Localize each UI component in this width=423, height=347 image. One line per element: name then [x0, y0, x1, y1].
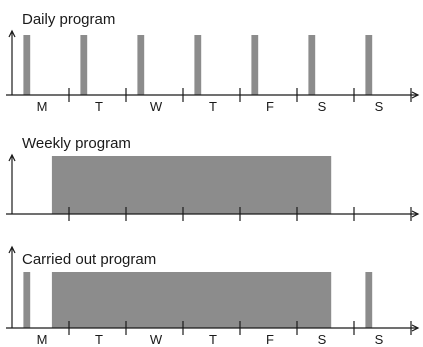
day-label: M [37, 332, 48, 347]
panel-daily-program: Daily program M T W T F S S [6, 11, 420, 114]
timeline-axis [6, 153, 420, 221]
program-pulse [308, 35, 316, 95]
program-pulse [23, 272, 31, 328]
day-label: T [95, 332, 103, 347]
time-axis-arrow [411, 210, 420, 218]
program-pulse [251, 35, 259, 95]
panel-title: Daily program [22, 11, 115, 28]
day-label: W [150, 332, 163, 347]
panel-title: Weekly program [22, 135, 131, 152]
day-label: S [318, 332, 327, 347]
day-label: T [95, 99, 103, 114]
panel-carried-out-program: Carried out program M T W T F S S [6, 245, 420, 347]
day-ticks [68, 88, 412, 102]
day-label: S [318, 99, 327, 114]
day-label: S [375, 332, 384, 347]
day-labels: M T W T F S S [37, 99, 384, 114]
day-label: T [209, 332, 217, 347]
day-ticks [68, 207, 412, 221]
daily-bars [23, 35, 373, 95]
y-axis-arrow [8, 153, 16, 162]
program-pulse [80, 35, 88, 95]
day-label: S [375, 99, 384, 114]
day-label: T [209, 99, 217, 114]
day-label: M [37, 99, 48, 114]
day-label: F [266, 332, 274, 347]
day-ticks [68, 321, 412, 335]
program-block [51, 156, 332, 214]
program-pulse [23, 35, 31, 95]
weekly-bars [51, 156, 332, 214]
program-pulse [365, 272, 373, 328]
timeline-axis [6, 29, 420, 102]
panel-weekly-program: Weekly program [6, 135, 420, 221]
day-label: F [266, 99, 274, 114]
program-block [51, 272, 332, 328]
time-axis-arrow [411, 324, 420, 332]
timeline-axis [6, 245, 420, 335]
y-axis-arrow [8, 29, 16, 38]
day-label: W [150, 99, 163, 114]
program-pulse [137, 35, 145, 95]
program-pulse [194, 35, 202, 95]
day-labels: M T W T F S S [37, 332, 384, 347]
carried-out-bars [23, 272, 373, 328]
panel-title: Carried out program [22, 251, 156, 268]
y-axis-arrow [8, 245, 16, 254]
program-pulse [365, 35, 373, 95]
time-axis-arrow [411, 91, 420, 99]
